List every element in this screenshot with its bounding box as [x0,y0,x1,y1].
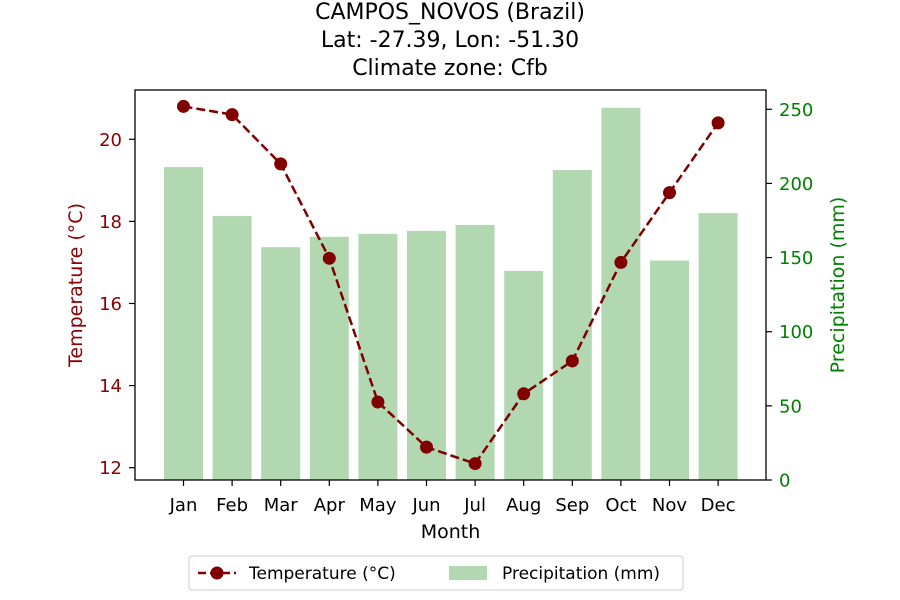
precipitation-bar-jun [407,230,446,480]
x-tick-label-nov: Nov [652,495,687,516]
precipitation-bar-jan [164,167,203,480]
y-left-tick-label: 12 [99,458,122,479]
x-tick-label-may: May [359,495,397,516]
temperature-point-feb [225,108,239,122]
temperature-point-aug [517,387,531,401]
x-tick-label-mar: Mar [264,495,299,516]
temperature-point-jan [177,99,190,113]
precipitation-bar-oct [601,107,641,480]
chart-title-line-2: Lat: -27.39, Lon: -51.30 [320,28,580,53]
precipitation-bar-apr [309,236,349,480]
chart-title-line-3: Climate zone: Cfb [352,56,548,81]
x-tick-label-dec: Dec [701,495,736,516]
x-tick-label-jan: Jan [169,495,198,516]
x-tick-label-sep: Sep [555,495,589,516]
x-tick-label-oct: Oct [605,495,636,516]
y-left-axis-label: Temperature (°C) [65,203,87,368]
precipitation-bar-sep [552,170,592,480]
y-right-tick-label: 150 [779,248,813,269]
legend-precipitation-label: Precipitation (mm) [502,564,660,584]
temperature-point-jul [468,457,482,471]
temperature-point-apr [322,251,336,265]
chart-title-line-1: CAMPOS_NOVOS (Brazil) [315,0,585,25]
legend-precipitation-swatch [449,566,487,580]
y-left-tick-label: 20 [99,130,122,151]
temperature-point-mar [274,157,288,171]
temperature-point-nov [663,186,676,200]
y-left-tick-label: 16 [99,294,122,315]
precipitation-bar-aug [504,270,544,480]
temperature-point-dec [711,116,725,130]
y-right-tick-label: 50 [779,396,802,417]
plot-frame [134,89,767,481]
x-tick-label-aug: Aug [506,495,541,516]
y-left-tick-label: 18 [99,212,122,233]
y-right-axis-label: Precipitation (mm) [827,197,849,374]
precipitation-bar-nov [650,260,689,480]
x-tick-label-jun: Jun [411,495,440,516]
temperature-line [183,105,720,466]
y-left-tick-label: 14 [99,376,122,397]
precipitation-bar-dec [698,213,738,481]
precipitation-bar-jul [455,224,495,480]
precipitation-bar-feb [212,216,252,480]
precipitation-bar-may [358,233,398,480]
y-right-tick-label: 100 [779,322,813,343]
temperature-point-may [371,395,385,409]
temperature-point-jun [420,440,433,454]
legend-box [188,555,684,591]
temperature-point-oct [614,255,628,269]
legend-temperature-label: Temperature (°C) [248,564,396,584]
x-tick-label-apr: Apr [314,495,346,516]
y-right-tick-label: 250 [779,100,813,121]
x-axis-label: Month [421,521,481,543]
legend-temperature-swatch-marker [210,566,224,580]
precipitation-bar-mar [261,247,301,480]
temperature-point-sep [565,354,579,368]
y-right-tick-label: 0 [779,471,790,492]
y-right-tick-label: 200 [779,174,813,195]
x-tick-label-jul: Jul [463,495,486,516]
x-tick-label-feb: Feb [216,495,248,516]
